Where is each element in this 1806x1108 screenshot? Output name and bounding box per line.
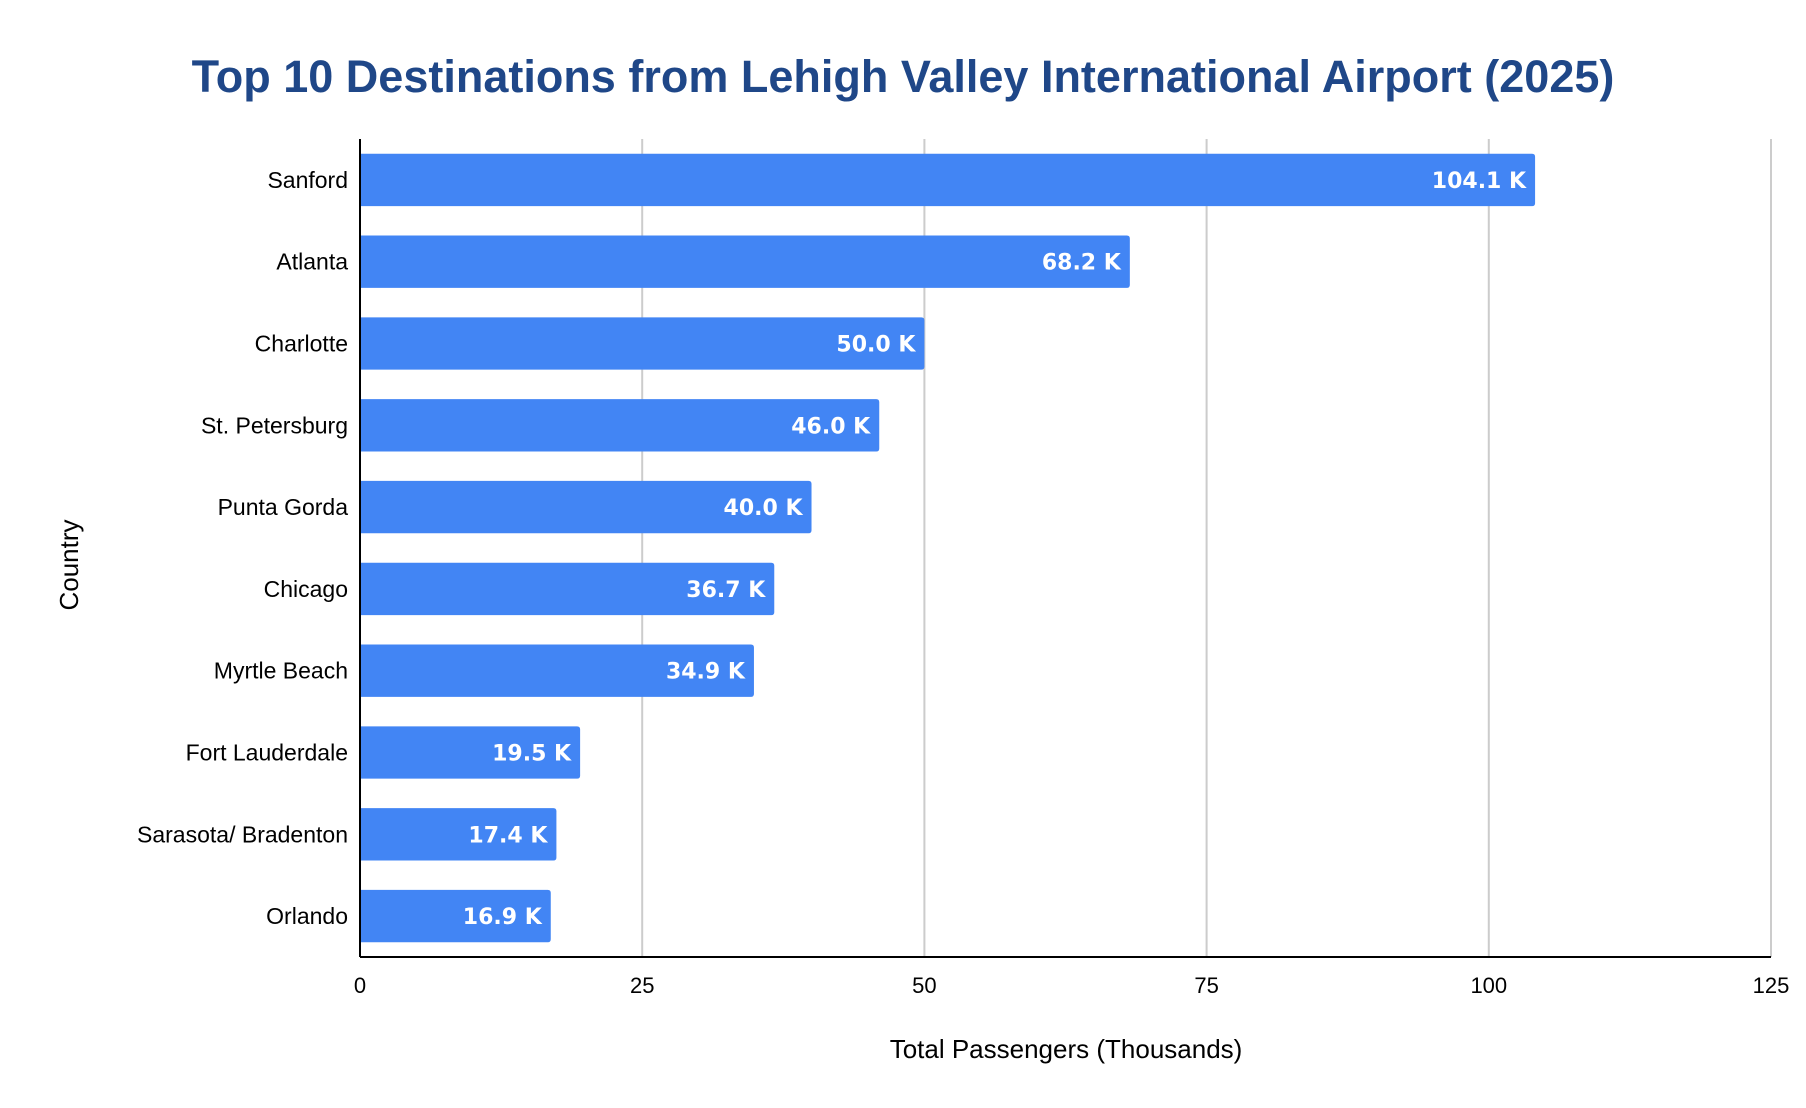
bar	[360, 562, 775, 616]
bar	[360, 644, 754, 697]
category-label: Charlotte	[255, 331, 348, 357]
category-label: Atlanta	[276, 249, 348, 275]
x-tick-labels: 0 25 50 75 100 125	[354, 973, 1789, 998]
bar	[360, 889, 551, 943]
x-tick-label: 100	[1470, 973, 1507, 998]
x-tick-label: 25	[630, 973, 654, 998]
x-axis-title: Total Passengers (Thousands)	[890, 1034, 1243, 1064]
bar-data-label: 16.9 K	[463, 905, 543, 930]
category-label: Sarasota/ Bradenton	[137, 821, 348, 847]
bar	[360, 235, 1130, 288]
category-label: Sanford	[267, 167, 348, 193]
bar-data-label: 19.5 K	[492, 742, 572, 767]
bar-data-label: 40.0 K	[724, 496, 804, 521]
category-label: Chicago	[264, 576, 348, 602]
category-label: Punta Gorda	[218, 494, 349, 520]
y-axis-title: Country	[54, 519, 84, 610]
bars	[360, 153, 1536, 943]
category-label: Orlando	[266, 903, 348, 929]
x-tick-label: 0	[354, 973, 366, 998]
bar-data-label: 104.1 K	[1432, 169, 1527, 194]
bar	[360, 317, 925, 370]
bar	[360, 153, 1536, 207]
category-label: Fort Lauderdale	[186, 740, 348, 766]
bar-data-label: 34.9 K	[666, 660, 746, 685]
bar-data-label: 46.0 K	[791, 414, 871, 439]
bar	[360, 726, 581, 779]
bar-data-label: 50.0 K	[836, 333, 916, 358]
bar	[360, 808, 557, 861]
chart-title: Top 10 Destinations from Lehigh Valley I…	[192, 51, 1615, 102]
bar-data-label: 68.2 K	[1042, 251, 1122, 276]
category-label: St. Petersburg	[201, 412, 348, 438]
x-tick-label: 50	[912, 973, 936, 998]
x-tick-label: 75	[1194, 973, 1218, 998]
x-tick-label: 125	[1753, 973, 1790, 998]
bar	[360, 480, 812, 534]
bar-data-label: 17.4 K	[468, 823, 548, 848]
category-label: Myrtle Beach	[214, 658, 348, 684]
category-labels: Sanford Atlanta Charlotte St. Petersburg Pun…	[137, 167, 348, 929]
bar	[360, 399, 880, 452]
bar-data-label: 36.7 K	[686, 578, 766, 603]
bar-data-labels: 104.1 K 68.2 K 50.0 K 46.0 K 40.0 K 36.7 K 34.…	[463, 169, 1527, 930]
